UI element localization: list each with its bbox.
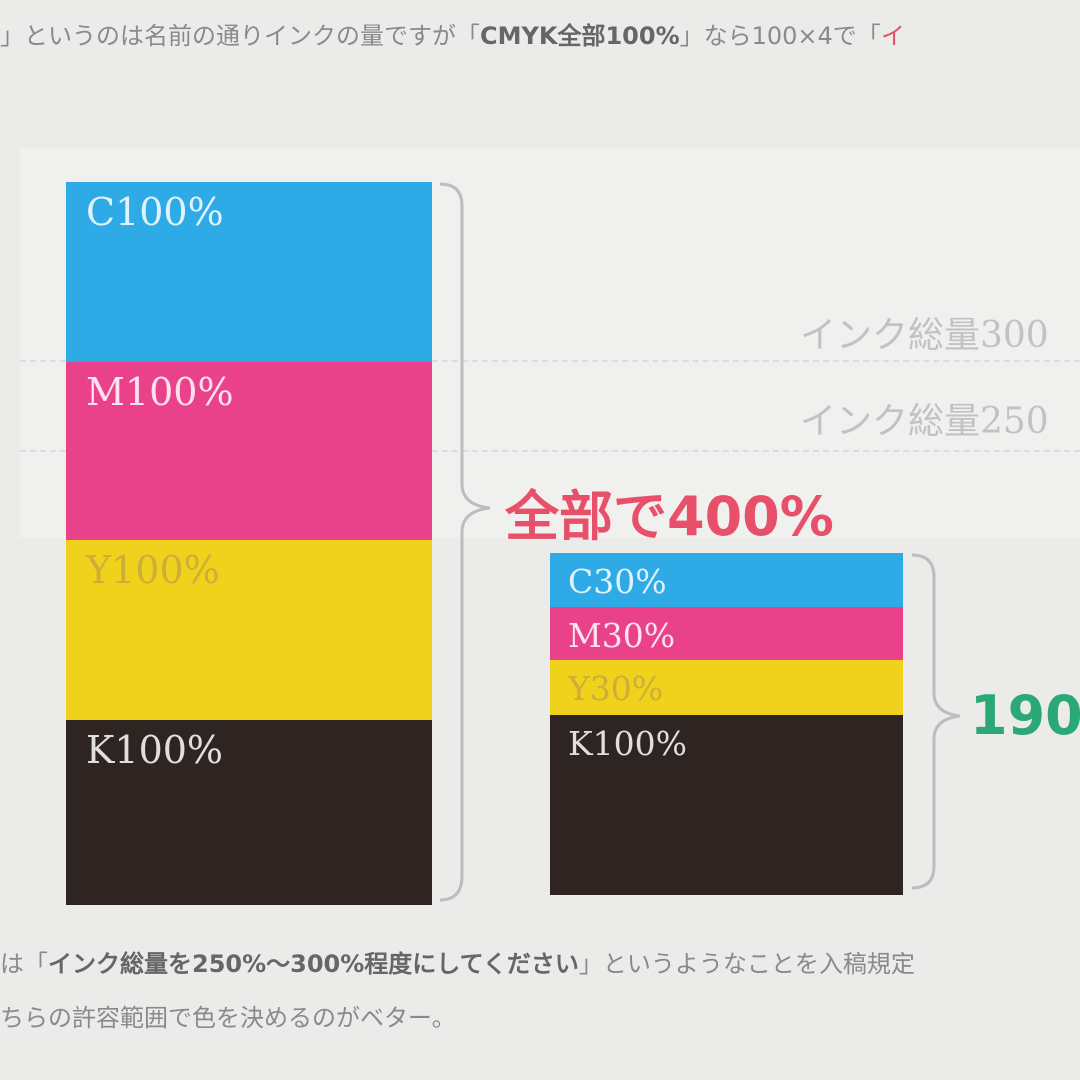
bottom-line: は「インク総量を250%〜300%程度にしてください」というようなことを入稿規定 bbox=[0, 944, 915, 979]
block-label: C30% bbox=[568, 562, 667, 601]
bold-text: CMYK全部100% bbox=[480, 22, 680, 50]
black-block: K100% bbox=[66, 720, 432, 905]
text: 」なら100×4で「 bbox=[679, 22, 881, 50]
total-label: 全部で400% bbox=[505, 485, 834, 548]
guide-label: インク総量300 bbox=[800, 315, 1049, 356]
total-label: 190 bbox=[970, 684, 1080, 747]
yellow-block: Y100% bbox=[66, 540, 432, 720]
cyan-block: C30% bbox=[550, 553, 903, 607]
right-stack: C30% M30% Y30% K100% bbox=[550, 553, 903, 895]
guide-line bbox=[20, 450, 1080, 452]
block-label: C100% bbox=[86, 190, 224, 234]
text: 」というようなことを入稿規定 bbox=[578, 950, 915, 978]
block-label: Y100% bbox=[86, 548, 220, 592]
text: 」というのは名前の通りインクの量ですが「 bbox=[0, 22, 480, 50]
block-label: Y30% bbox=[568, 669, 664, 708]
bold-text: インク総量を250%〜300%程度にしてください bbox=[48, 950, 579, 978]
brace bbox=[439, 182, 491, 902]
red-text: イ bbox=[880, 22, 905, 50]
left-stack: C100% M100% Y100% K100% bbox=[66, 182, 432, 905]
block-label: M30% bbox=[568, 616, 676, 655]
magenta-block: M100% bbox=[66, 362, 432, 540]
brace bbox=[911, 553, 961, 890]
guide-line bbox=[20, 360, 1080, 362]
magenta-block: M30% bbox=[550, 607, 903, 660]
black-block: K100% bbox=[550, 715, 903, 895]
block-label: K100% bbox=[86, 728, 224, 772]
bottom-line: ちらの許容範囲で色を決めるのがベター。 bbox=[0, 1004, 456, 1032]
guide-label: インク総量250 bbox=[800, 401, 1049, 442]
text: は「 bbox=[0, 950, 48, 978]
cyan-block: C100% bbox=[66, 182, 432, 362]
top-line: 」というのは名前の通りインクの量ですが「CMYK全部100%」なら100×4で「… bbox=[0, 16, 905, 51]
yellow-block: Y30% bbox=[550, 660, 903, 715]
block-label: M100% bbox=[86, 370, 234, 414]
block-label: K100% bbox=[568, 724, 687, 763]
